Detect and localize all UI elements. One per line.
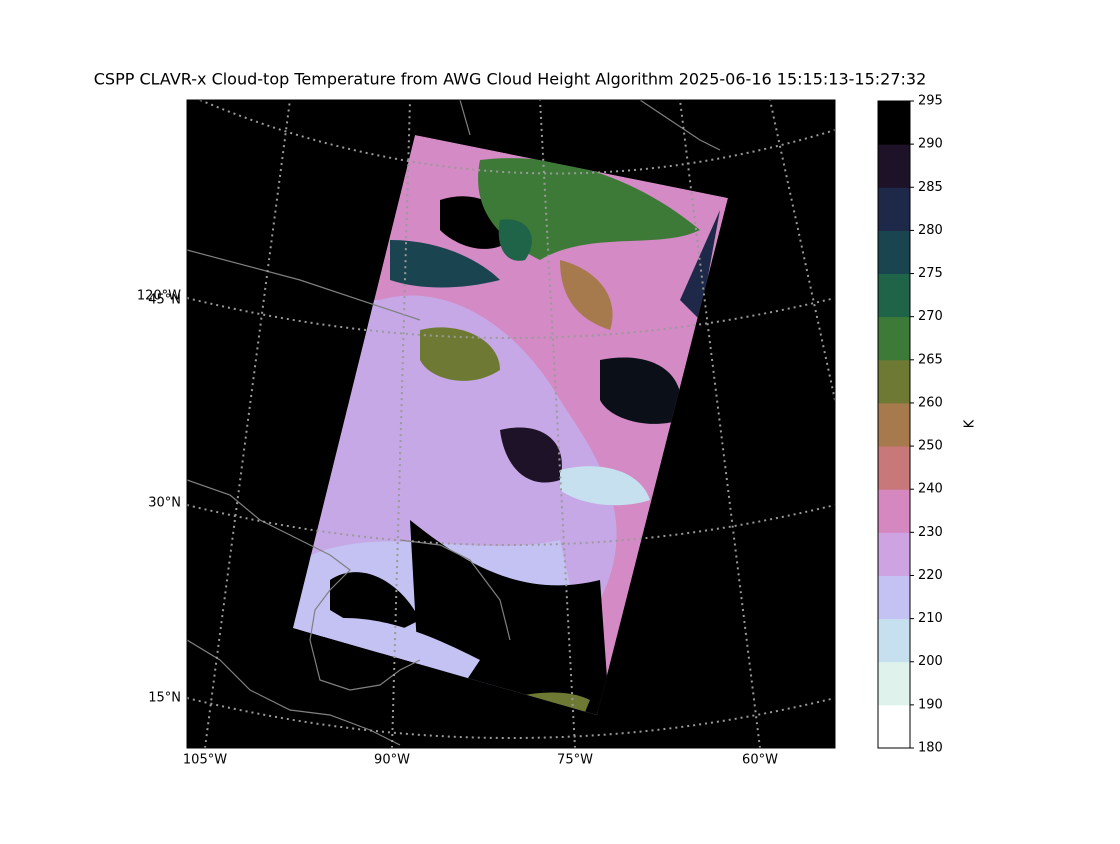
colorbar-tick-label: 240 <box>918 482 943 497</box>
colorbar-tick-label: 190 <box>918 697 943 712</box>
title: CSPP CLAVR-x Cloud-top Temperature from … <box>94 70 927 89</box>
colorbar-frame <box>877 100 911 749</box>
graticule <box>539 100 576 748</box>
labels: 45°N 30°N 15°N 120°W 105°W 90°W 75°W 60°W <box>137 289 778 768</box>
colorbar-tick-label: 280 <box>918 223 943 238</box>
graticule <box>391 100 411 748</box>
lon-label: 105°W <box>183 753 227 768</box>
colorbar-bin <box>878 359 910 404</box>
colorbar-tick-label: 275 <box>918 266 943 281</box>
colorbar-bin <box>878 532 910 576</box>
colorbar-tick-label: 210 <box>918 611 943 626</box>
colorbar-tick-label: 290 <box>918 137 943 152</box>
lat-label: 30°N <box>148 496 181 511</box>
colorbar-tick-label: 220 <box>918 568 943 583</box>
colorbar-bin <box>878 316 910 361</box>
colorbar-label: K <box>963 419 978 428</box>
colorbar-tick-label: 270 <box>918 309 943 324</box>
colorbar-tick-label: 200 <box>918 654 943 669</box>
lon-label: 90°W <box>374 753 410 768</box>
map-frame <box>186 99 836 749</box>
lat-label: 45°N <box>148 293 181 308</box>
colorbar-bin <box>878 402 910 447</box>
coastline <box>187 100 721 746</box>
colorbar-tick-label: 265 <box>918 352 943 367</box>
lon-label: 120°W <box>137 289 181 304</box>
colorbar-bin <box>878 704 910 749</box>
map-area <box>187 100 835 748</box>
colorbar-tick-label: 295 <box>918 94 943 109</box>
colorbar-bin <box>878 618 910 663</box>
colorbar-tick-label: 180 <box>918 741 943 756</box>
colorbar-bin <box>878 446 910 490</box>
colorbar-bin <box>878 489 910 533</box>
colorbar-bin <box>878 187 910 231</box>
lat-label: 15°N <box>148 691 181 706</box>
satellite-swath <box>293 135 728 715</box>
graticule <box>204 100 291 748</box>
graticule <box>199 100 835 175</box>
colorbar-bin <box>878 144 910 188</box>
colorbar: 180 190 200 210 220 230 240 250 260 265 270 275 280 2… <box>877 94 978 756</box>
colorbar-tick-label: 250 <box>918 439 943 454</box>
graticule <box>679 100 761 748</box>
colorbar-bin <box>878 273 910 318</box>
colorbar-tick-label: 230 <box>918 525 943 540</box>
colorbar-bin <box>878 101 910 145</box>
colorbar-bin <box>878 661 910 706</box>
colorbar-bin <box>878 575 910 620</box>
colorbar-tick-label: 260 <box>918 395 943 410</box>
lon-label: 60°W <box>742 753 778 768</box>
lon-label: 75°W <box>557 753 593 768</box>
colorbar-bin <box>878 230 910 275</box>
colorbar-tick-label: 285 <box>918 180 943 195</box>
